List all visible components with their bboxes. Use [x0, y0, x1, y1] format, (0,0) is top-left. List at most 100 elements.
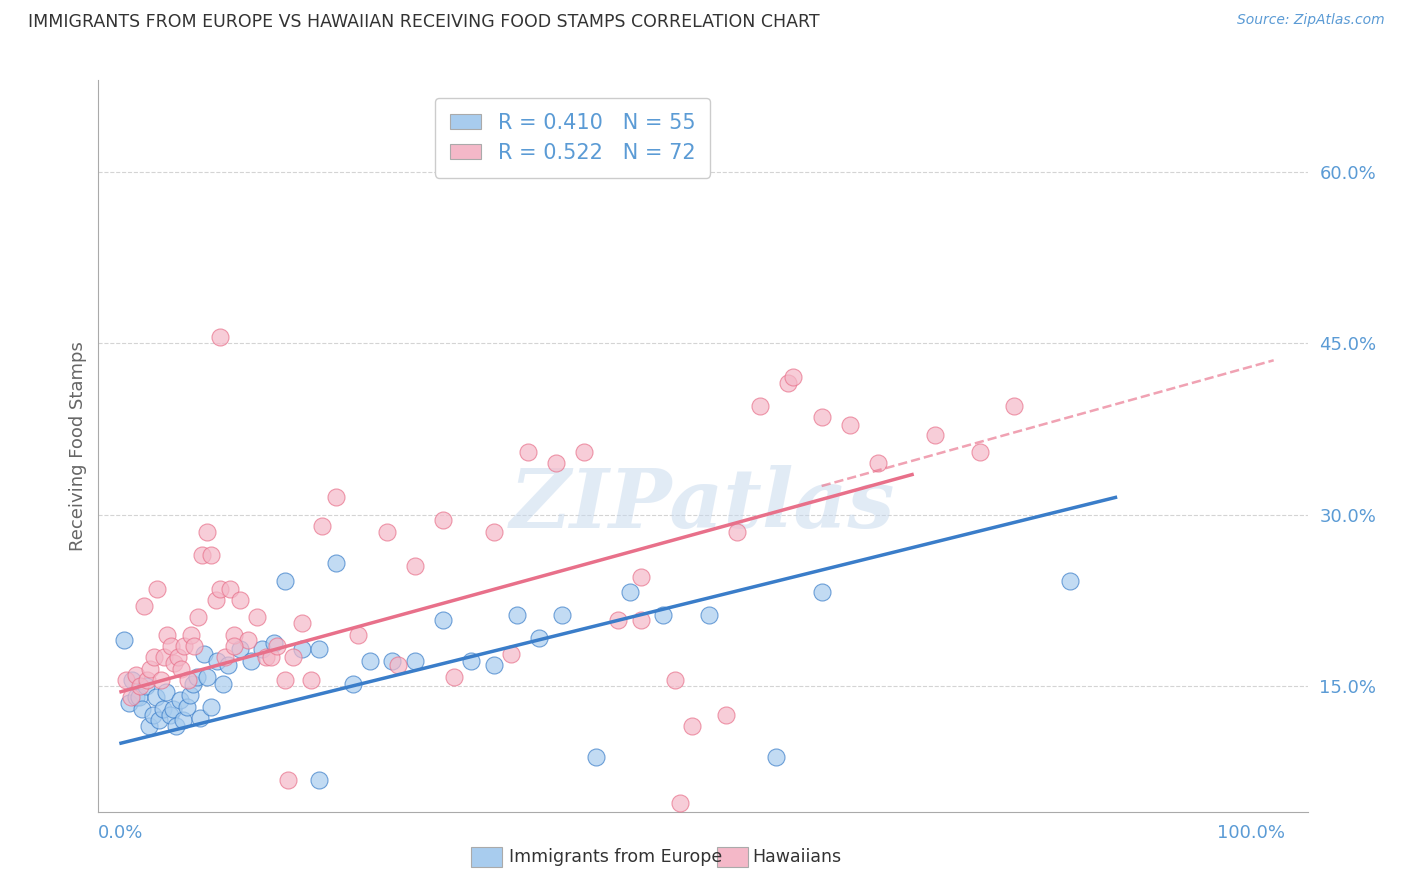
Point: [432, 513, 454, 527]
Point: [214, 650, 236, 665]
Point: [868, 456, 890, 470]
Point: [179, 688, 201, 702]
Text: Source: ZipAtlas.com: Source: ZipAtlas.com: [1237, 13, 1385, 28]
Point: [969, 444, 991, 458]
Point: [260, 650, 283, 665]
Point: [311, 519, 333, 533]
Point: [652, 608, 675, 623]
Point: [176, 673, 198, 688]
Point: [155, 684, 177, 698]
Text: IMMIGRANTS FROM EUROPE VS HAWAIIAN RECEIVING FOOD STAMPS CORRELATION CHART: IMMIGRANTS FROM EUROPE VS HAWAIIAN RECEI…: [28, 13, 820, 31]
Point: [125, 690, 148, 705]
Point: [240, 654, 263, 668]
Point: [630, 570, 652, 584]
Point: [129, 679, 152, 693]
Point: [254, 650, 277, 665]
Point: [148, 714, 170, 728]
Point: [218, 582, 240, 596]
Point: [308, 642, 330, 657]
Point: [274, 574, 297, 588]
Point: [188, 711, 211, 725]
Point: [217, 658, 239, 673]
Point: [482, 524, 505, 539]
Point: [277, 772, 299, 787]
Point: [359, 654, 381, 668]
Point: [136, 673, 159, 688]
Point: [114, 673, 136, 688]
Point: [246, 610, 269, 624]
Point: [205, 654, 228, 668]
Point: [266, 639, 288, 653]
Point: [180, 627, 202, 641]
Point: [183, 639, 205, 653]
Y-axis label: Receiving Food Stamps: Receiving Food Stamps: [69, 341, 87, 551]
Point: [460, 654, 482, 668]
Point: [299, 673, 322, 688]
Point: [112, 633, 135, 648]
Point: [139, 662, 162, 676]
Point: [159, 639, 181, 653]
Point: [527, 631, 550, 645]
Point: [121, 673, 143, 688]
Point: [681, 719, 703, 733]
Point: [838, 418, 860, 433]
Point: [138, 719, 160, 733]
Point: [810, 585, 832, 599]
Point: [128, 690, 150, 705]
Point: [669, 796, 692, 810]
Point: [607, 613, 630, 627]
Point: [381, 654, 404, 668]
Point: [714, 707, 737, 722]
Point: [810, 410, 832, 425]
Point: [291, 642, 314, 657]
Point: [200, 548, 222, 562]
Point: [176, 699, 198, 714]
Point: [776, 376, 799, 391]
Point: [186, 670, 208, 684]
Point: [211, 676, 233, 690]
Point: [347, 627, 370, 641]
Point: [1059, 574, 1081, 588]
Point: [585, 749, 607, 764]
Point: [252, 642, 274, 657]
Legend: R = 0.410   N = 55, R = 0.522   N = 72: R = 0.410 N = 55, R = 0.522 N = 72: [436, 98, 710, 178]
Point: [169, 692, 191, 706]
Point: [432, 613, 454, 627]
Point: [142, 707, 165, 722]
Point: [765, 749, 787, 764]
Point: [375, 524, 398, 539]
Point: [274, 673, 297, 688]
Point: [443, 670, 465, 684]
Point: [195, 670, 218, 684]
Point: [263, 635, 285, 649]
Point: [222, 639, 245, 653]
Point: [172, 714, 194, 728]
Point: [200, 699, 222, 714]
Point: [162, 702, 184, 716]
Point: [209, 582, 232, 596]
Point: [152, 702, 174, 716]
Point: [193, 647, 215, 661]
Point: [630, 613, 652, 627]
Point: [325, 491, 347, 505]
Point: [191, 548, 214, 562]
Point: [132, 599, 155, 613]
Point: [308, 772, 330, 787]
Point: [546, 456, 568, 470]
Point: [142, 650, 165, 665]
Point: [149, 673, 172, 688]
Point: [153, 650, 176, 665]
Point: [281, 650, 304, 665]
Point: [170, 662, 193, 676]
Point: [505, 608, 527, 623]
Point: [574, 444, 596, 458]
Point: [135, 679, 157, 693]
Point: [1002, 399, 1025, 413]
Point: [146, 582, 169, 596]
Point: [125, 667, 148, 681]
Point: [187, 610, 209, 624]
Point: [516, 444, 538, 458]
Point: [325, 556, 347, 570]
Point: [924, 427, 946, 442]
Point: [664, 673, 686, 688]
